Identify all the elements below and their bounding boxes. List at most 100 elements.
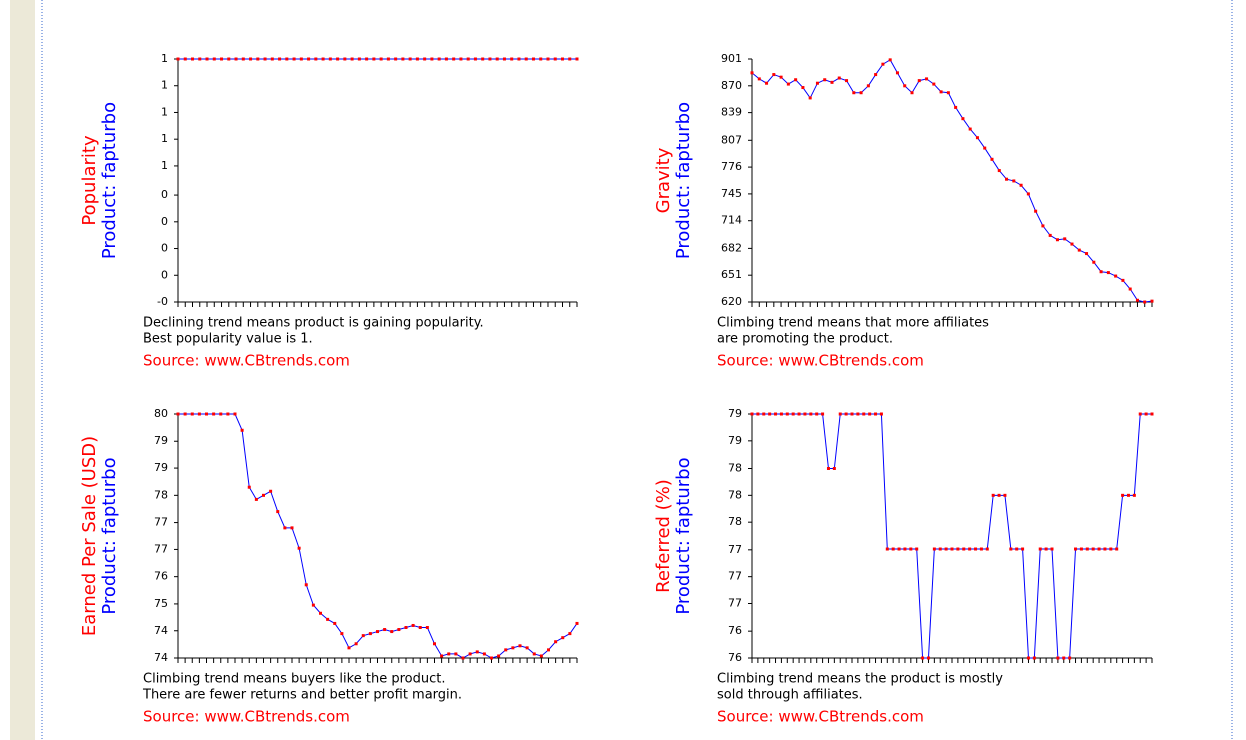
point <box>926 656 930 660</box>
point <box>925 77 929 81</box>
point <box>1109 547 1113 551</box>
point <box>226 412 230 416</box>
point <box>481 57 485 61</box>
y-tick-label: 839 <box>721 106 742 119</box>
point <box>917 79 921 83</box>
point <box>517 57 521 61</box>
caption: Climbing trend means the product is most… <box>717 672 1003 687</box>
point <box>383 628 387 632</box>
point <box>1097 547 1101 551</box>
y-tick-label: 1 <box>161 132 168 145</box>
point <box>1021 547 1025 551</box>
point <box>241 57 245 61</box>
point <box>1128 287 1132 291</box>
point <box>539 57 543 61</box>
point <box>321 57 325 61</box>
point <box>336 57 340 61</box>
point <box>365 57 369 61</box>
point <box>1150 412 1154 416</box>
caption: Best popularity value is 1. <box>143 332 313 347</box>
source: Source: www.CBtrends.com <box>717 708 924 726</box>
point <box>1121 278 1125 282</box>
point <box>263 57 267 61</box>
point <box>762 412 766 416</box>
point <box>975 136 979 140</box>
point <box>983 146 987 150</box>
point <box>844 412 848 416</box>
point <box>404 626 408 629</box>
point <box>850 412 854 416</box>
point <box>1038 547 1042 551</box>
y-tick-label: 0 <box>161 215 168 228</box>
point <box>270 57 274 61</box>
point <box>510 57 514 61</box>
point <box>278 57 282 61</box>
point <box>473 57 477 61</box>
point <box>1085 252 1089 256</box>
point <box>454 652 458 656</box>
point <box>539 654 543 658</box>
point <box>768 412 772 416</box>
point <box>561 636 565 640</box>
point <box>944 547 948 551</box>
point <box>823 78 827 82</box>
point <box>874 73 878 77</box>
y-tick-label: 78 <box>728 488 742 501</box>
point <box>991 493 995 497</box>
point <box>190 412 194 416</box>
point <box>553 57 557 61</box>
point <box>361 634 365 638</box>
point <box>466 57 470 61</box>
series-line <box>751 59 1153 303</box>
point <box>511 646 515 650</box>
y-axis-title: Gravity <box>653 147 674 213</box>
point <box>1034 209 1038 213</box>
point <box>946 91 950 95</box>
series-line <box>752 413 1152 659</box>
point <box>968 547 972 551</box>
point <box>808 96 812 100</box>
point <box>765 81 769 85</box>
point <box>504 648 508 652</box>
point <box>319 611 322 615</box>
point <box>903 547 907 551</box>
point <box>897 547 901 551</box>
point <box>797 412 801 416</box>
point <box>1015 547 1019 551</box>
point <box>961 117 965 121</box>
point <box>547 648 550 652</box>
point <box>866 84 870 88</box>
point <box>950 547 954 551</box>
point <box>1026 192 1030 196</box>
point <box>1019 183 1023 187</box>
point <box>568 632 572 636</box>
point <box>575 621 579 625</box>
point <box>979 547 983 551</box>
point <box>554 640 558 644</box>
point <box>220 57 224 61</box>
point <box>262 493 265 497</box>
point <box>205 412 208 416</box>
point <box>1005 177 1009 181</box>
point <box>247 485 251 489</box>
point <box>459 57 463 61</box>
point <box>444 57 448 61</box>
point <box>191 57 195 61</box>
y-tick-label: 79 <box>154 461 168 474</box>
point <box>962 547 966 551</box>
point <box>1063 237 1067 241</box>
y-tick-label: -0 <box>157 295 168 308</box>
point <box>205 57 209 61</box>
y-tick-label: 807 <box>721 133 742 146</box>
y-tick-label: 76 <box>728 624 742 637</box>
y-tick-label: 682 <box>721 241 742 254</box>
point <box>791 412 795 416</box>
point <box>437 57 441 61</box>
point <box>347 646 351 650</box>
point <box>447 652 451 656</box>
point <box>240 428 244 432</box>
y-tick-label: 79 <box>154 434 168 447</box>
point <box>803 412 807 416</box>
